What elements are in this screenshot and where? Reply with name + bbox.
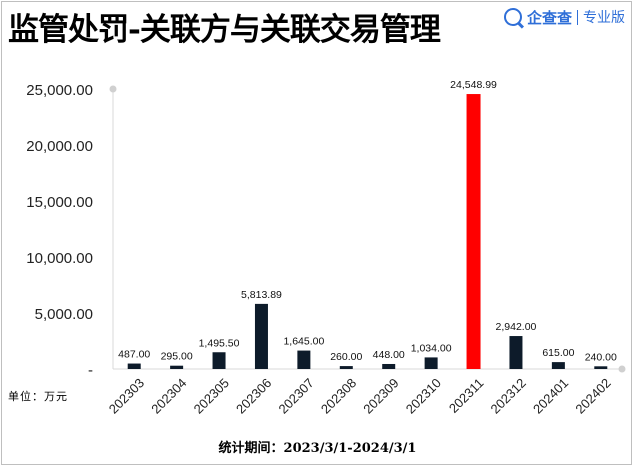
value-label-202401: 615.00 — [542, 347, 574, 359]
x-tick-label-202309: 202309 — [360, 375, 401, 416]
y-tick-label: 15,000.00 — [26, 194, 93, 211]
y-tick-label: - — [88, 362, 93, 379]
x-tick-label-202402: 202402 — [572, 375, 613, 416]
y-axis-end-dot — [109, 85, 117, 93]
bar-202303 — [127, 363, 141, 369]
bar-202402 — [594, 366, 608, 369]
value-label-202402: 240.00 — [585, 351, 617, 363]
chart-title: 监管处罚-关联方与关联交易管理 — [8, 12, 441, 48]
bar-202401 — [551, 362, 565, 369]
period-label: 统计期间：2023/3/1-2024/3/1 — [218, 441, 417, 456]
x-tick-label-202308: 202308 — [318, 375, 359, 416]
x-tick-label-202401: 202401 — [530, 375, 571, 416]
bar-202310 — [424, 357, 438, 369]
bar-202304 — [170, 365, 184, 369]
bar-202307 — [297, 350, 311, 369]
brand-tag: 专业版 — [583, 10, 625, 26]
value-label-202311: 24,548.99 — [450, 79, 497, 91]
bar-202305 — [212, 352, 226, 369]
x-tick-label-202305: 202305 — [191, 375, 232, 416]
x-tick-label-202303: 202303 — [106, 375, 147, 416]
x-tick-label-202310: 202310 — [403, 375, 444, 416]
value-label-202303: 487.00 — [118, 349, 150, 361]
unit-label: 单位：万元 — [8, 390, 68, 403]
value-label-202306: 5,813.89 — [241, 289, 282, 301]
bar-202306 — [254, 303, 268, 369]
bar-202308 — [339, 366, 353, 369]
bar-202309 — [382, 363, 396, 369]
brand-name: 企查查 — [526, 8, 572, 27]
qcc-search-logo-icon — [503, 8, 522, 26]
value-label-202309: 448.00 — [373, 349, 405, 361]
x-tick-label-202307: 202307 — [275, 375, 316, 416]
value-label-202308: 260.00 — [330, 351, 362, 363]
value-label-202310: 1,034.00 — [411, 342, 452, 354]
y-tick-label: 5,000.00 — [35, 306, 93, 323]
x-tick-label-202311: 202311 — [446, 375, 487, 416]
x-tick-label-202306: 202306 — [233, 375, 274, 416]
y-tick-label: 20,000.00 — [26, 138, 93, 155]
bar-202312 — [509, 336, 523, 369]
brand-badge: 企查查 专业版 — [503, 6, 625, 28]
value-label-202307: 1,645.00 — [283, 336, 324, 348]
y-tick-label: 10,000.00 — [26, 250, 93, 267]
brand-divider — [577, 9, 578, 25]
bar-202311 — [466, 94, 481, 369]
y-tick-label: 25,000.00 — [26, 82, 93, 99]
x-tick-label-202304: 202304 — [148, 375, 189, 416]
x-tick-label-202312: 202312 — [488, 375, 529, 416]
value-label-202305: 1,495.50 — [199, 337, 240, 349]
value-label-202312: 2,942.00 — [496, 321, 537, 333]
value-label-202304: 295.00 — [161, 351, 193, 363]
x-axis-end-dot — [618, 365, 626, 373]
